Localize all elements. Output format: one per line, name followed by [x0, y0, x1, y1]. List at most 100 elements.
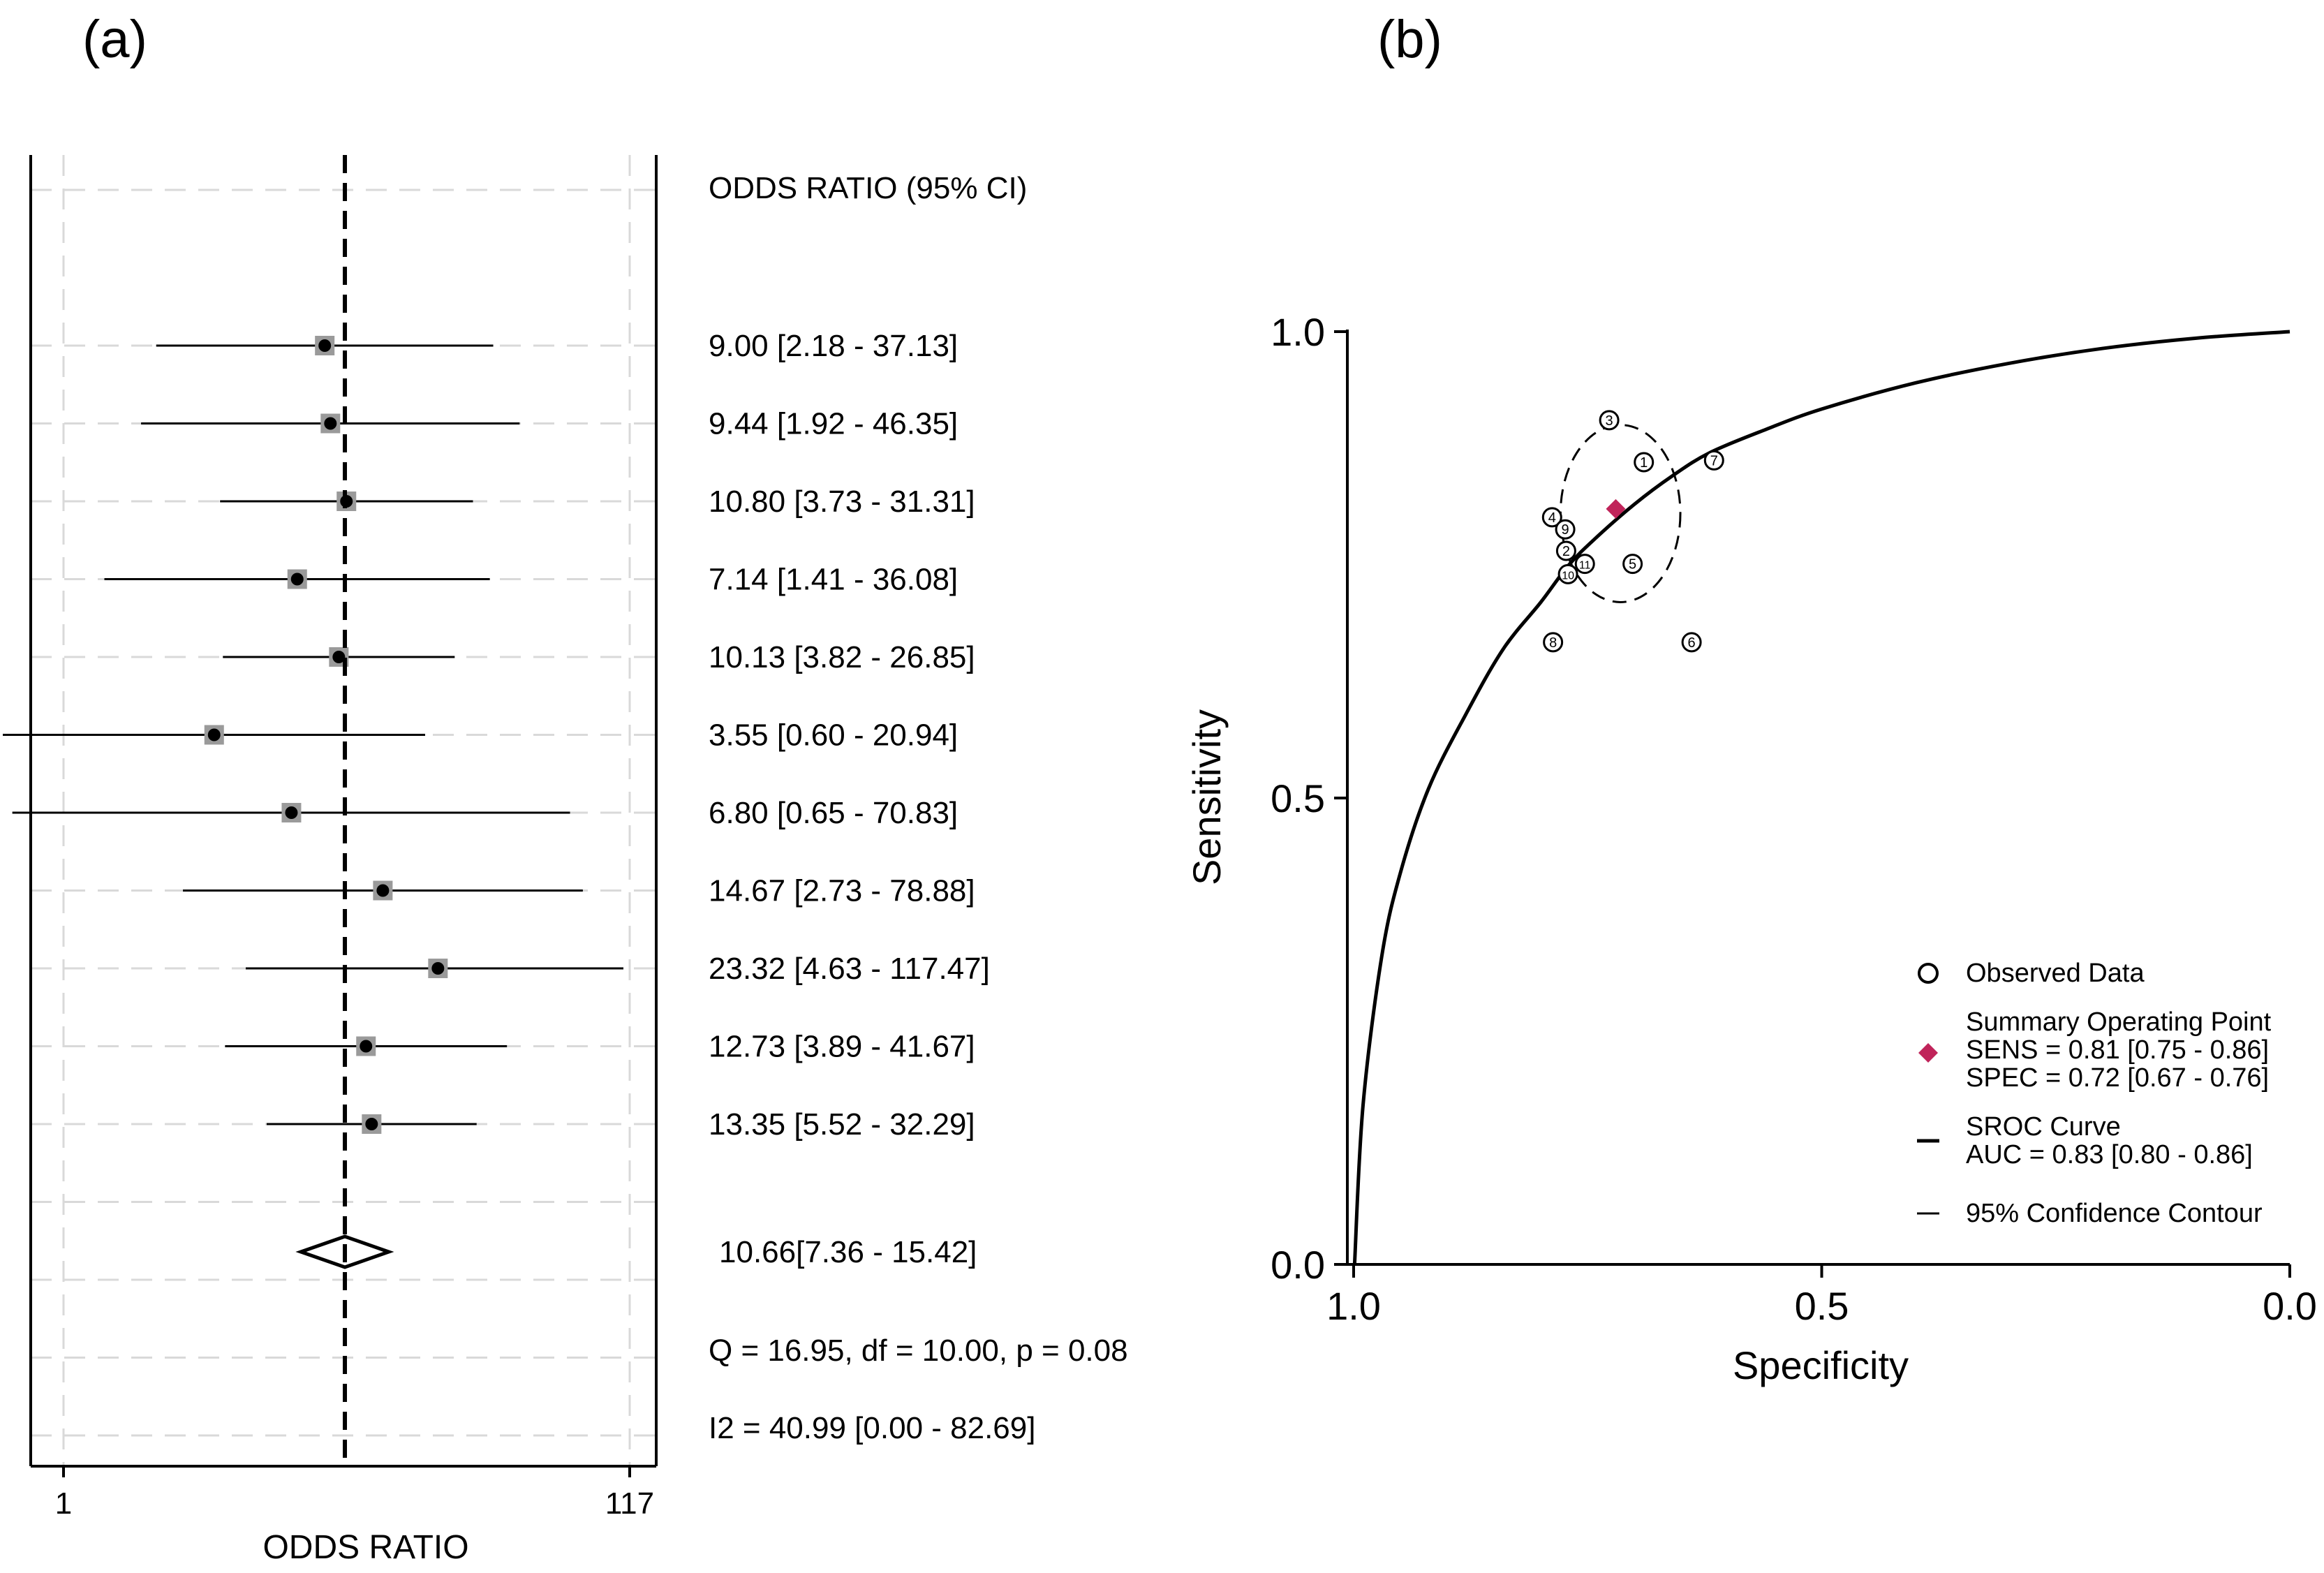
- sroc-y-tick-label: 1.0: [1271, 310, 1325, 354]
- study-point-estimate: [207, 728, 221, 741]
- observed-point-label: 2: [1562, 544, 1570, 559]
- observed-point-marker: [1681, 632, 1702, 653]
- forest-study-labels: 9.00 [2.18 - 37.13] 9.44 [1.92 - 46.35] 10…: [709, 329, 990, 1142]
- legend-summary-icon: [1918, 1043, 1938, 1063]
- study-point-estimate: [332, 651, 346, 663]
- observed-point-label: 11: [1579, 560, 1591, 572]
- study-point-estimate: [360, 1040, 373, 1053]
- observed-point: 1: [1634, 452, 1655, 473]
- observed-point-marker: [1555, 540, 1576, 561]
- study-point-estimate: [285, 806, 298, 819]
- sroc-x-tick-label: 0.5: [1795, 1284, 1849, 1328]
- legend-auc: AUC = 0.83 [0.80 - 0.86]: [1966, 1140, 2253, 1169]
- study-label: 13.35 [5.52 - 32.29]: [709, 1107, 975, 1142]
- legend-spec: SPEC = 0.72 [0.67 - 0.76]: [1966, 1063, 2269, 1093]
- forest-marks: [3, 336, 623, 1134]
- study-label: 23.32 [4.63 - 117.47]: [709, 952, 990, 986]
- study-point-estimate: [324, 417, 337, 430]
- observed-point-marker: [1599, 410, 1620, 431]
- observed-point-marker: [1541, 507, 1562, 528]
- study-row: [141, 413, 520, 434]
- sroc-x-axis-title: Specificity: [1733, 1343, 1909, 1387]
- legend-summary-title: Summary Operating Point: [1966, 1007, 2272, 1037]
- sroc-legend: Observed Data Summary Operating Point SE…: [1917, 959, 2272, 1228]
- pooled-estimate-label: 10.66[7.36 - 15.42]: [719, 1235, 977, 1269]
- observed-point-marker: [1634, 452, 1655, 473]
- observed-point: 7: [1703, 450, 1724, 471]
- observed-point-label: 3: [1606, 413, 1613, 429]
- study-label: 6.80 [0.65 - 70.83]: [709, 796, 958, 830]
- study-label: 10.13 [3.82 - 26.85]: [709, 640, 975, 674]
- observed-point: 8: [1543, 632, 1564, 653]
- study-row: [245, 959, 623, 978]
- observed-point-marker: [1622, 554, 1643, 575]
- study-label: 10.80 [3.73 - 31.31]: [709, 485, 975, 519]
- forest-column-header: ODDS RATIO (95% CI): [709, 171, 1027, 205]
- study-label: 9.44 [1.92 - 46.35]: [709, 407, 958, 441]
- study-label: 14.67 [2.73 - 78.88]: [709, 874, 975, 908]
- heterogeneity-i2: I2 = 40.99 [0.00 - 82.69]: [709, 1411, 1035, 1445]
- study-row: [156, 336, 494, 355]
- legend-contour-label: 95% Confidence Contour: [1966, 1199, 2263, 1228]
- observed-point-marker: [1543, 632, 1564, 653]
- panel-b-label: (b): [1377, 10, 1442, 69]
- observed-point: 9: [1555, 519, 1576, 540]
- observed-point: 4: [1541, 507, 1562, 528]
- observed-point: 11: [1574, 554, 1595, 575]
- study-point-estimate: [290, 573, 304, 586]
- observed-point-label: 1: [1640, 455, 1648, 471]
- observed-point-label: 7: [1710, 453, 1718, 468]
- forest-plot: 1 117 ODDS RATIO ODDS RATIO (95% CI) 9.0…: [3, 155, 1128, 1566]
- observed-point: 3: [1599, 410, 1620, 431]
- study-point-estimate: [318, 339, 332, 352]
- observed-point: 2: [1555, 540, 1576, 561]
- forest-x-axis-title: ODDS RATIO: [262, 1529, 468, 1566]
- sroc-y-axis-title: Sensitivity: [1185, 709, 1229, 885]
- observed-point-marker: [1574, 554, 1595, 575]
- sroc-x-tick-label: 0.0: [2263, 1284, 2317, 1328]
- sroc-curve: [1352, 330, 2290, 1265]
- observed-point-label: 10: [1562, 570, 1574, 582]
- panel-a-label: (a): [82, 10, 147, 69]
- observed-point-label: 9: [1562, 522, 1569, 538]
- observed-point-label: 5: [1629, 557, 1636, 573]
- study-point-estimate: [431, 962, 445, 975]
- study-point-estimate: [376, 884, 390, 897]
- observed-point-marker: [1557, 563, 1578, 584]
- observed-point-label: 8: [1549, 635, 1557, 651]
- study-label: 12.73 [3.89 - 41.67]: [709, 1030, 975, 1064]
- study-row: [225, 1036, 508, 1056]
- sroc-x-tick-label: 1.0: [1326, 1284, 1381, 1328]
- study-label: 3.55 [0.60 - 20.94]: [709, 718, 958, 753]
- observed-point-label: 4: [1548, 510, 1556, 526]
- pooled-estimate-diamond: [295, 1234, 394, 1269]
- study-label: 7.14 [1.41 - 36.08]: [709, 563, 958, 597]
- legend-sens: SENS = 0.81 [0.75 - 0.86]: [1966, 1035, 2269, 1065]
- sroc-y-tick-label: 0.0: [1271, 1243, 1325, 1287]
- heterogeneity-q: Q = 16.95, df = 10.00, p = 0.08: [709, 1334, 1128, 1368]
- observed-point-label: 6: [1688, 635, 1696, 651]
- observed-point: 5: [1622, 554, 1643, 575]
- forest-tick-min: 1: [55, 1486, 72, 1521]
- sroc-y-tick-label: 0.5: [1271, 776, 1325, 820]
- study-row: [12, 803, 570, 822]
- legend-observed-label: Observed Data: [1966, 959, 2145, 988]
- sroc-ticks: 1.0 0.5 0.0 0.0 0.5 1.0: [1271, 310, 2317, 1328]
- study-row: [3, 725, 425, 745]
- study-label: 9.00 [2.18 - 37.13]: [709, 329, 958, 363]
- observed-point-marker: [1703, 450, 1724, 471]
- summary-operating-point: [1606, 499, 1626, 519]
- observed-point: 6: [1681, 632, 1702, 653]
- study-point-estimate: [365, 1118, 378, 1130]
- observed-point-marker: [1555, 519, 1576, 540]
- study-row: [104, 569, 490, 589]
- study-row: [183, 880, 583, 901]
- observed-point: 10: [1557, 563, 1578, 584]
- study-row: [266, 1114, 477, 1134]
- observed-points: 1 2 3 4 5 6 7 8 9 10 11: [1541, 410, 1724, 653]
- sroc-plot: 1.0 0.5 0.0 0.0 0.5 1.0 Specificity Sensitivi…: [1185, 310, 2317, 1387]
- legend-sroc-title: SROC Curve: [1966, 1112, 2121, 1142]
- legend-observed-icon: [1918, 963, 1939, 984]
- study-row: [223, 647, 455, 667]
